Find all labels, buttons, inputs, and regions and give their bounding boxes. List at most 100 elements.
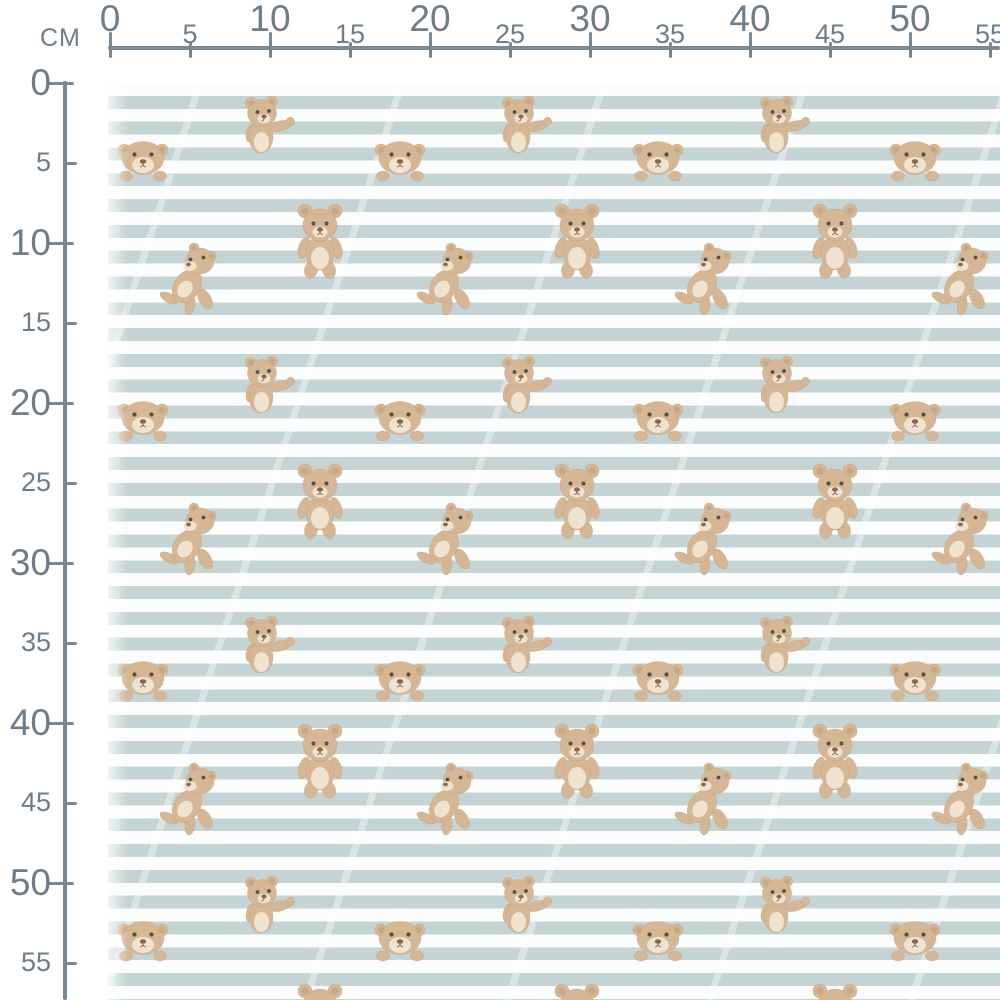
crawling-bear — [157, 502, 221, 578]
top-ruler-label-30: 30 — [569, 0, 611, 39]
peeking-bear — [632, 138, 684, 182]
top-ruler-label-0: 0 — [99, 0, 121, 39]
top-ruler-label-25: 25 — [494, 19, 526, 49]
left-ruler-tick-50 — [48, 881, 74, 885]
peeking-bear — [632, 398, 684, 442]
left-ruler-label-35: 35 — [20, 626, 51, 657]
peeking-bear — [632, 918, 684, 962]
waving-bear — [757, 875, 813, 935]
top-ruler-label-55: 55 — [974, 19, 1000, 49]
top-ruler-tick-50 — [908, 32, 912, 58]
left-ruler-label-5: 5 — [35, 146, 51, 177]
top-ruler-tick-15 — [348, 42, 352, 58]
peeking-bear — [889, 138, 941, 182]
top-ruler-line — [108, 46, 1000, 50]
waving-bear — [757, 615, 813, 675]
crawling-bear — [414, 242, 478, 318]
left-ruler-tick-0 — [48, 81, 74, 85]
top-ruler-label-10: 10 — [249, 0, 291, 39]
standing-bear — [807, 461, 863, 539]
top-ruler-label-50: 50 — [889, 0, 931, 39]
left-ruler-label-15: 15 — [20, 306, 51, 337]
standing-bear — [549, 461, 605, 539]
standing-bear — [549, 721, 605, 799]
left-ruler-tick-40 — [48, 721, 74, 725]
crawling-bear — [414, 502, 478, 578]
standing-bear — [807, 981, 863, 1000]
top-ruler-tick-30 — [588, 32, 592, 58]
fabric-sheen-lines — [108, 83, 1000, 1000]
left-ruler-tick-45 — [64, 801, 77, 805]
left-ruler-tick-15 — [64, 321, 77, 325]
left-ruler-label-45: 45 — [20, 786, 51, 817]
crawling-bear — [672, 242, 736, 318]
crawling-bear — [672, 502, 736, 578]
waving-bear — [242, 875, 298, 935]
left-ruler-tick-20 — [48, 401, 74, 405]
standing-bear — [292, 981, 348, 1000]
standing-bear — [807, 201, 863, 279]
left-ruler-label-25: 25 — [20, 466, 51, 497]
left-ruler-tick-25 — [64, 481, 77, 485]
bear-pattern — [108, 83, 1000, 1000]
fabric-swatch — [108, 83, 1000, 1000]
left-ruler-line — [63, 81, 67, 1000]
left-ruler-tick-10 — [48, 241, 74, 245]
waving-bear — [757, 95, 813, 155]
top-ruler-tick-25 — [508, 42, 512, 58]
left-ruler-label-40: 40 — [9, 701, 51, 743]
left-ruler-label-30: 30 — [9, 541, 51, 583]
waving-bear — [757, 355, 813, 415]
crawling-bear — [157, 242, 221, 318]
left-ruler-label-10: 10 — [9, 221, 51, 263]
standing-bear — [292, 721, 348, 799]
crawling-bear — [929, 242, 993, 318]
left-ruler-tick-55 — [64, 961, 77, 965]
crawling-bear — [929, 502, 993, 578]
left-ruler-tick-5 — [64, 161, 77, 165]
waving-bear — [499, 355, 555, 415]
top-ruler-tick-20 — [428, 32, 432, 58]
top-ruler-label-35: 35 — [654, 19, 686, 49]
ruler-unit-label: CM — [40, 24, 81, 52]
top-ruler-tick-45 — [828, 42, 832, 58]
waving-bear — [499, 875, 555, 935]
waving-bear — [242, 95, 298, 155]
top-ruler-label-45: 45 — [814, 19, 846, 49]
left-ruler-label-20: 20 — [9, 381, 51, 423]
standing-bear — [549, 981, 605, 1000]
waving-bear — [242, 355, 298, 415]
peeking-bear — [374, 658, 426, 702]
peeking-bear — [889, 658, 941, 702]
peeking-bear — [374, 138, 426, 182]
standing-bear — [807, 721, 863, 799]
top-ruler-tick-40 — [748, 32, 752, 58]
top-ruler-label-15: 15 — [334, 19, 366, 49]
left-ruler-label-50: 50 — [9, 861, 51, 903]
crawling-bear — [929, 762, 993, 838]
left-ruler-tick-30 — [48, 561, 74, 565]
top-ruler-tick-55 — [988, 42, 992, 58]
peeking-bear — [632, 658, 684, 702]
peeking-bear — [374, 918, 426, 962]
peeking-bear — [374, 398, 426, 442]
standing-bear — [549, 201, 605, 279]
stripe-background — [108, 83, 1000, 1000]
left-ruler-label-55: 55 — [20, 946, 51, 977]
standing-bear — [292, 461, 348, 539]
top-ruler-label-40: 40 — [729, 0, 771, 39]
top-ruler-tick-5 — [188, 42, 192, 58]
peeking-bear — [889, 398, 941, 442]
crawling-bear — [157, 762, 221, 838]
waving-bear — [499, 615, 555, 675]
top-ruler-tick-35 — [668, 42, 672, 58]
waving-bear — [242, 615, 298, 675]
top-ruler-tick-10 — [268, 32, 272, 58]
left-ruler-tick-35 — [64, 641, 77, 645]
crawling-bear — [672, 762, 736, 838]
top-ruler-label-5: 5 — [182, 19, 198, 49]
top-ruler-tick-0 — [108, 32, 112, 58]
fabric-left-edge-highlight — [108, 83, 128, 1000]
waving-bear — [499, 95, 555, 155]
